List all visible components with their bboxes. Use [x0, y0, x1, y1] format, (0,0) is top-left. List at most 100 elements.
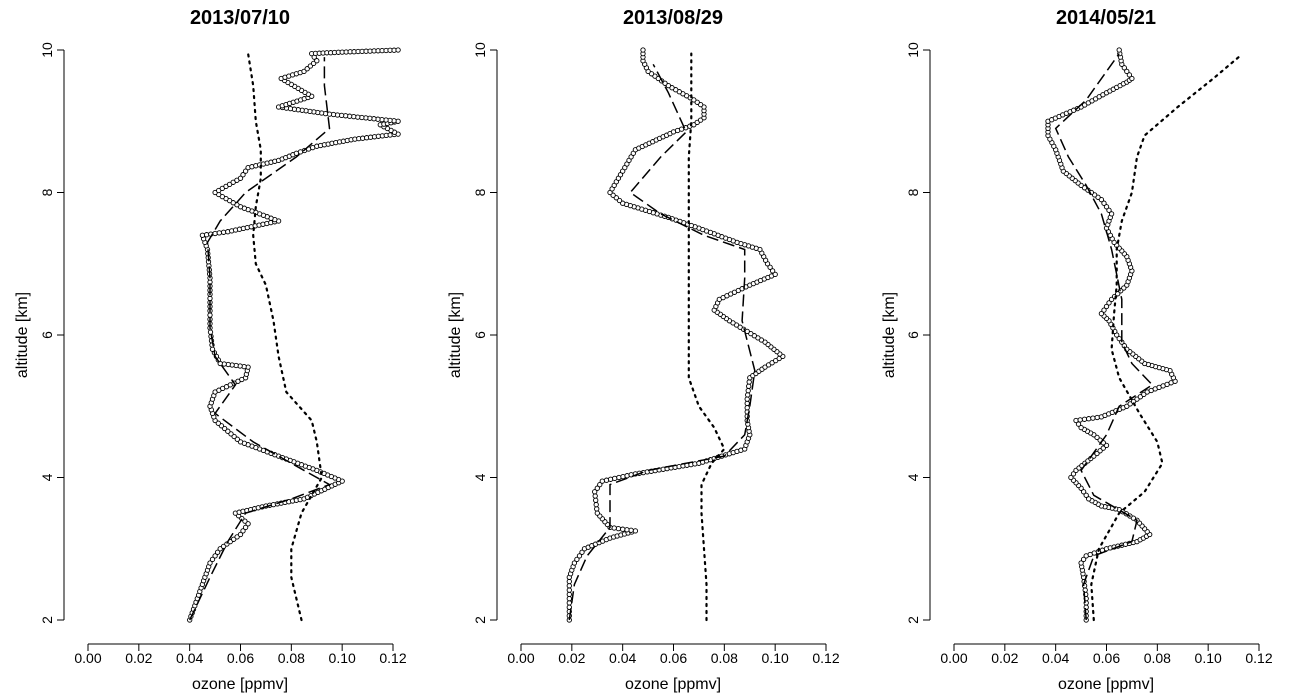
- x-tick-label: 0.12: [1245, 650, 1272, 666]
- y-tick-label: 6: [472, 331, 488, 339]
- x-tick-label: 0.08: [711, 650, 738, 666]
- observed-point: [566, 583, 572, 589]
- observed-point: [1116, 47, 1122, 53]
- x-tick-label: 0.00: [507, 650, 534, 666]
- observed-point: [1090, 415, 1096, 421]
- observed-point: [769, 268, 776, 274]
- x-tick-label: 0.00: [940, 650, 967, 666]
- y-tick-label: 6: [39, 331, 55, 339]
- observed-point: [1086, 496, 1092, 502]
- x-tick-label: 0.10: [762, 650, 789, 666]
- observed-point: [632, 528, 639, 534]
- observed-point: [745, 392, 751, 398]
- model-dotted-line: [687, 52, 726, 622]
- panel-2013-08-29: 2013/08/29 altitude [km] ozone [ppmv] 0.…: [447, 7, 840, 693]
- observed-point: [240, 528, 246, 534]
- x-tick-label: 0.10: [1195, 650, 1222, 666]
- y-tick-label: 4: [472, 473, 488, 481]
- observed-point: [611, 525, 617, 531]
- model-dotted-line: [1090, 55, 1240, 622]
- observed-point: [1080, 489, 1087, 495]
- observed-point: [1081, 416, 1088, 422]
- x-tick-label: 0.04: [176, 650, 203, 666]
- panel-2013-07-10: 2013/07/10 altitude [km] ozone [ppmv] 0.…: [14, 7, 407, 693]
- observed-point: [207, 312, 213, 318]
- observed-point: [628, 527, 634, 533]
- observed-point: [579, 549, 585, 555]
- observed-point: [566, 578, 572, 585]
- observed-point: [220, 229, 227, 235]
- y-axis-label: altitude [km]: [881, 292, 898, 378]
- observed-point: [566, 591, 572, 598]
- x-tick-label: 0.02: [558, 650, 585, 666]
- observed-point: [237, 175, 244, 181]
- plot-area: 0.00 0.02 0.04 0.06 0.08 0.10 0.12 2 4 6 8 10: [39, 42, 407, 666]
- observed-point: [207, 329, 214, 335]
- observed-point: [1108, 211, 1115, 217]
- y-axis-label: altitude [km]: [447, 292, 464, 378]
- observed-point: [576, 553, 583, 559]
- observed-point: [1106, 300, 1112, 306]
- y-tick-label: 8: [472, 188, 488, 196]
- observed-point: [744, 396, 750, 402]
- observed-point: [592, 489, 598, 495]
- observed-point: [593, 501, 599, 508]
- observed-point: [1103, 303, 1110, 310]
- observed-point: [1083, 492, 1089, 498]
- observed-point: [242, 168, 249, 174]
- model-dotted-line: [247, 52, 323, 622]
- observed-point: [1106, 207, 1112, 213]
- x-tick-label: 0.12: [379, 650, 406, 666]
- x-tick-label: 0.06: [660, 650, 687, 666]
- observed-point: [592, 493, 598, 499]
- observed-point: [1073, 417, 1079, 424]
- observed-point: [1080, 556, 1087, 563]
- x-tick-label: 0.04: [609, 650, 636, 666]
- observed-point: [1126, 72, 1133, 78]
- observed-point: [599, 478, 605, 484]
- observed-point: [216, 230, 222, 236]
- observed-point: [574, 556, 580, 563]
- y-tick-label: 2: [905, 616, 921, 624]
- observed-point: [745, 387, 751, 394]
- observed-point: [571, 560, 578, 566]
- observed-point: [593, 497, 599, 503]
- observed-point: [746, 383, 752, 389]
- x-tick-label: 0.02: [125, 650, 152, 666]
- observed-point: [566, 587, 572, 593]
- observed-point: [1078, 560, 1084, 566]
- x-tick-label: 0.08: [278, 650, 305, 666]
- y-tick-label: 4: [905, 473, 921, 481]
- observed-point: [767, 264, 773, 270]
- x-axis-label: ozone [ppmv]: [625, 676, 721, 693]
- observed-point: [640, 47, 646, 53]
- observed-point: [620, 526, 626, 532]
- observed-point: [624, 527, 630, 533]
- model-dashed-line: [568, 63, 756, 621]
- observed-point: [1121, 65, 1127, 71]
- observed-point: [240, 172, 246, 178]
- panel-2014-05-21: 2014/05/21 altitude [km] ozone [ppmv] 0.…: [881, 7, 1273, 693]
- plot-area: 0.00 0.02 0.04 0.06 0.08 0.10 0.12 2 4 6 8 10: [472, 42, 840, 666]
- y-tick-label: 10: [905, 42, 921, 58]
- y-tick-label: 2: [39, 616, 55, 624]
- x-tick-label: 0.06: [1093, 650, 1120, 666]
- observed-point: [1101, 307, 1107, 313]
- x-axis-label: ozone [ppmv]: [1058, 676, 1154, 693]
- observed-point: [314, 58, 320, 64]
- observed-point: [199, 232, 206, 238]
- y-tick-label: 8: [905, 188, 921, 196]
- observed-point: [744, 405, 750, 411]
- observed-point: [1077, 417, 1083, 423]
- y-tick-label: 10: [472, 42, 488, 58]
- plot-area: 0.00 0.02 0.04 0.06 0.08 0.10 0.12 2 4 6 8 10: [905, 42, 1273, 666]
- observed-point: [209, 346, 216, 352]
- model-dashed-line: [1054, 53, 1154, 621]
- observed-point: [207, 560, 213, 566]
- observed-point: [1098, 310, 1105, 317]
- y-tick-label: 4: [39, 473, 55, 481]
- x-tick-label: 0.06: [227, 650, 254, 666]
- observed-line: [1046, 49, 1177, 620]
- observed-point: [1086, 416, 1092, 422]
